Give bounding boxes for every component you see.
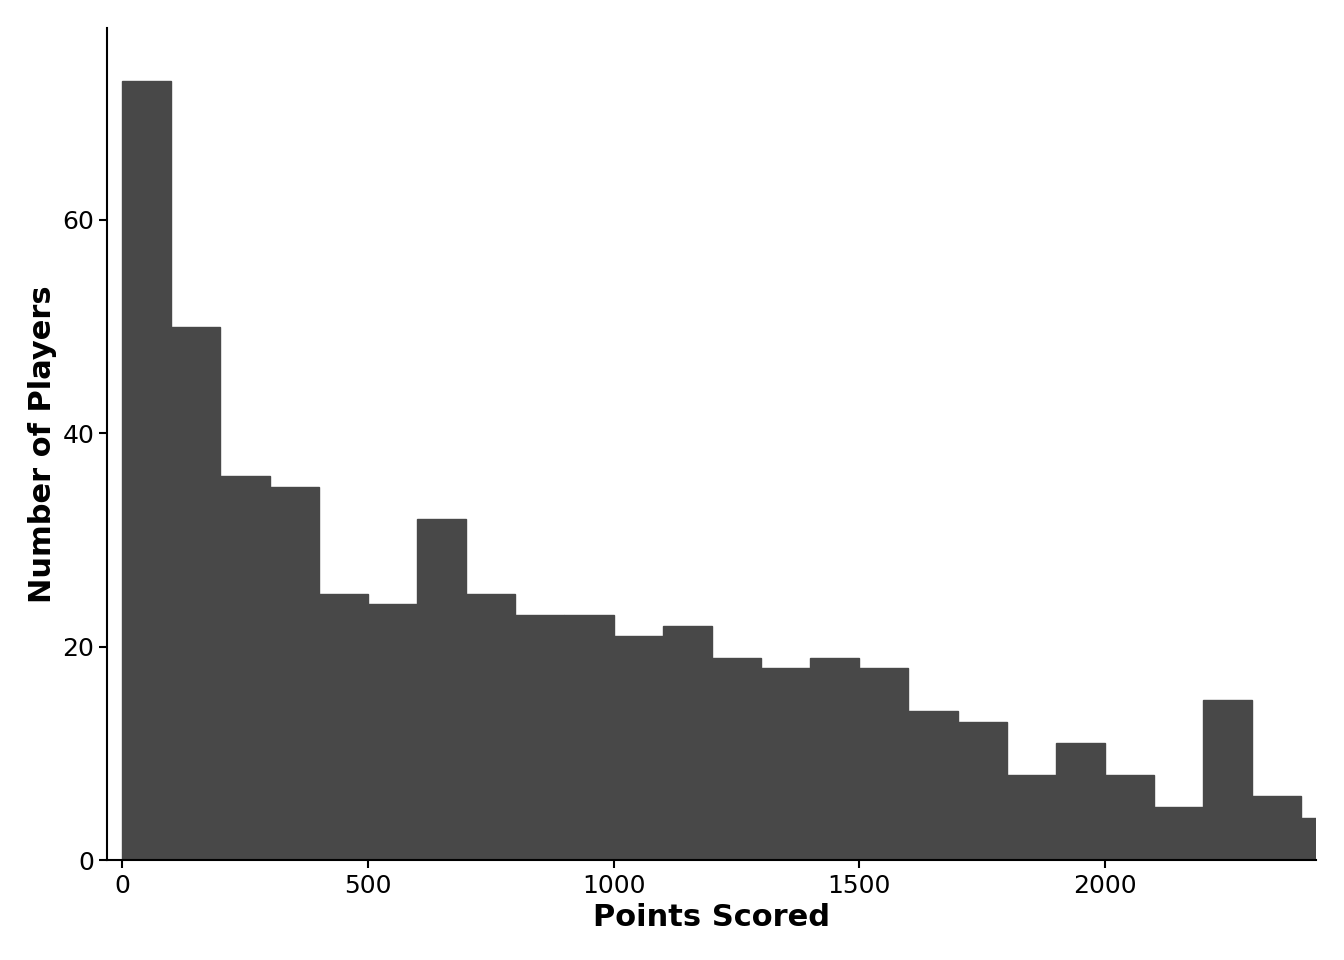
- Bar: [368, 604, 417, 860]
- Bar: [319, 593, 368, 860]
- Bar: [663, 626, 712, 860]
- Y-axis label: Number of Players: Number of Players: [28, 285, 56, 603]
- Bar: [270, 487, 319, 860]
- Bar: [1007, 775, 1056, 860]
- Bar: [220, 476, 270, 860]
- Bar: [957, 722, 1007, 860]
- Bar: [1253, 797, 1301, 860]
- Bar: [1203, 701, 1253, 860]
- Bar: [810, 658, 859, 860]
- Bar: [1056, 743, 1105, 860]
- X-axis label: Points Scored: Points Scored: [593, 903, 831, 932]
- Bar: [1154, 807, 1203, 860]
- Bar: [909, 711, 957, 860]
- Bar: [466, 593, 515, 860]
- Bar: [122, 82, 171, 860]
- Bar: [613, 636, 663, 860]
- Bar: [515, 615, 564, 860]
- Bar: [712, 658, 761, 860]
- Bar: [564, 615, 613, 860]
- Bar: [417, 518, 466, 860]
- Bar: [761, 668, 810, 860]
- Bar: [859, 668, 909, 860]
- Bar: [1301, 818, 1344, 860]
- Bar: [1105, 775, 1154, 860]
- Bar: [171, 326, 220, 860]
